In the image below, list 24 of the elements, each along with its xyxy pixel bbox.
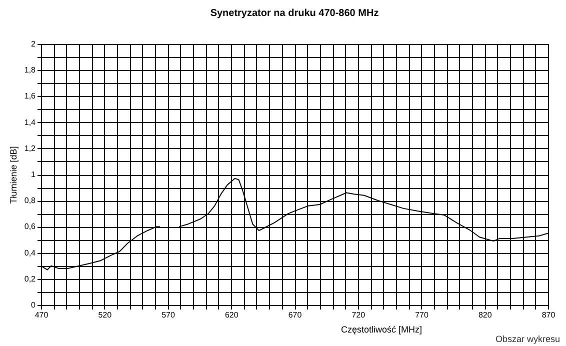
y-tick-label: 2 bbox=[31, 40, 36, 48]
y-tick-label: 1,6 bbox=[24, 92, 36, 101]
x-axis-title: Częstotliwość [MHz] bbox=[340, 324, 422, 334]
y-tick-label: 1,4 bbox=[24, 118, 36, 127]
x-tick-label: 770 bbox=[415, 310, 429, 320]
x-tick-label: 670 bbox=[288, 310, 302, 320]
y-tick-label: 0,2 bbox=[24, 274, 36, 284]
x-tick-label: 870 bbox=[542, 310, 556, 320]
x-tick-label: 520 bbox=[98, 310, 112, 320]
x-tick-label: 570 bbox=[162, 310, 176, 320]
y-tick-label: 1,8 bbox=[24, 66, 36, 75]
y-tick-label: 1 bbox=[31, 170, 36, 179]
y-tick-label: 0,8 bbox=[24, 196, 36, 206]
x-tick-label: 820 bbox=[478, 310, 492, 320]
y-axis-title: Tłumienie [dB] bbox=[8, 146, 18, 204]
y-tick-label: 0,4 bbox=[24, 248, 36, 258]
y-tick-label: 0 bbox=[31, 300, 36, 310]
y-tick-label: 1,2 bbox=[24, 144, 36, 153]
text: Obszar wykresu bbox=[495, 334, 560, 344]
x-tick-label: 470 bbox=[34, 310, 49, 320]
y-tick-label: 0,6 bbox=[24, 222, 36, 232]
chart-title: Synetryzator na druku 470-860 MHz bbox=[210, 8, 379, 19]
x-tick-label: 620 bbox=[224, 310, 239, 320]
x-tick-label: 720 bbox=[352, 310, 366, 320]
